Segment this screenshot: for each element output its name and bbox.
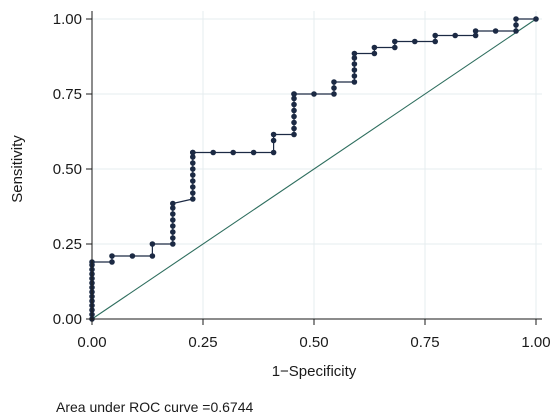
roc-point xyxy=(170,223,176,229)
x-tick-label: 0.25 xyxy=(188,334,217,351)
roc-point xyxy=(170,205,176,211)
roc-point xyxy=(189,149,196,156)
roc-points xyxy=(89,16,539,322)
roc-point xyxy=(189,184,196,190)
roc-point xyxy=(170,217,176,223)
roc-point xyxy=(291,107,297,114)
roc-point xyxy=(170,211,176,217)
roc-point xyxy=(371,50,378,57)
roc-point xyxy=(189,166,196,172)
roc-point xyxy=(331,79,337,85)
x-tick-label: 0.50 xyxy=(299,334,328,351)
auc-footnote: Area under ROC curve =0.6744 xyxy=(56,399,253,415)
reference-diagonal-line xyxy=(91,18,537,320)
roc-point xyxy=(149,241,156,247)
roc-point xyxy=(270,149,277,156)
roc-point xyxy=(392,44,398,51)
roc-point xyxy=(432,32,439,39)
x-axis-ticks: 0.00 0.25 0.50 0.75 1.00 xyxy=(77,319,551,351)
roc-point xyxy=(371,44,378,51)
x-tick-label: 0.00 xyxy=(77,334,106,351)
roc-point xyxy=(189,196,196,202)
y-axis-ticks: 0.00 0.25 0.50 0.75 1.00 xyxy=(53,11,92,328)
roc-point xyxy=(170,200,176,207)
roc-point xyxy=(189,190,196,196)
roc-point xyxy=(291,95,297,102)
roc-point xyxy=(331,85,337,91)
roc-point xyxy=(189,160,196,166)
roc-point xyxy=(411,38,418,45)
roc-point xyxy=(270,137,277,144)
roc-point xyxy=(513,22,519,28)
roc-point xyxy=(432,38,439,45)
roc-point xyxy=(230,149,236,156)
roc-point xyxy=(291,113,297,120)
roc-point xyxy=(291,91,297,97)
roc-point xyxy=(392,38,398,45)
y-axis-title: Sensitivity xyxy=(9,135,26,203)
roc-point xyxy=(109,259,115,265)
roc-point xyxy=(250,149,257,156)
roc-point xyxy=(109,253,115,259)
y-tick-label: 0.75 xyxy=(53,86,82,103)
y-tick-label: 0.00 xyxy=(53,311,82,328)
roc-point xyxy=(170,241,176,247)
roc-point xyxy=(291,119,297,126)
roc-point xyxy=(472,28,479,34)
roc-point xyxy=(311,91,317,97)
y-tick-label: 0.50 xyxy=(53,161,82,178)
y-tick-label: 0.25 xyxy=(53,236,82,253)
roc-point xyxy=(331,91,337,97)
roc-point xyxy=(210,149,217,156)
roc-point xyxy=(149,253,156,259)
x-tick-label: 1.00 xyxy=(521,334,550,351)
roc-point xyxy=(452,32,458,39)
axes xyxy=(91,11,542,320)
roc-point xyxy=(129,253,136,259)
roc-point xyxy=(492,28,499,34)
roc-point xyxy=(170,229,176,235)
roc-point xyxy=(170,235,176,241)
x-tick-label: 0.75 xyxy=(410,334,439,351)
roc-point xyxy=(291,131,297,138)
roc-point xyxy=(291,125,297,132)
roc-point xyxy=(533,16,539,22)
y-tick-label: 1.00 xyxy=(53,11,82,28)
x-axis-title: 1−Specificity xyxy=(272,363,357,380)
roc-point xyxy=(351,61,358,67)
roc-point xyxy=(270,131,277,138)
roc-point xyxy=(472,32,479,39)
roc-point xyxy=(351,67,358,73)
roc-point xyxy=(351,50,358,57)
roc-point xyxy=(351,73,358,79)
roc-point xyxy=(189,172,196,178)
roc-point xyxy=(351,79,358,85)
roc-point xyxy=(189,178,196,184)
roc-point xyxy=(291,101,297,108)
roc-point xyxy=(513,16,519,22)
roc-point xyxy=(513,28,519,34)
roc-point xyxy=(189,154,196,160)
roc-point xyxy=(351,55,358,61)
